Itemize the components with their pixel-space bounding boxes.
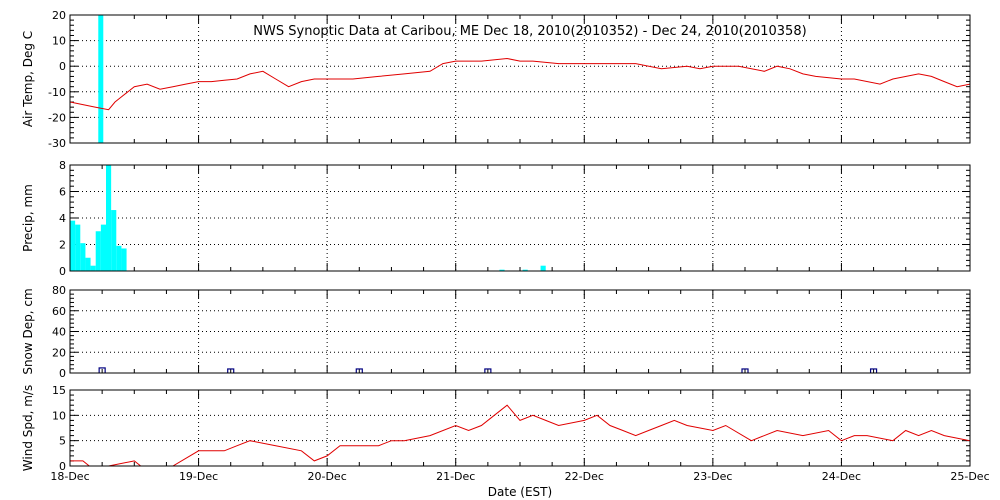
chart-panels: -30 -20 -10 0 10 20 Air Temp, Deg C 0 2 4 6 8 Precip… xyxy=(21,9,990,483)
chart-title: NWS Synoptic Data at Caribou, ME Dec 18,… xyxy=(253,24,806,39)
snow-depth-point xyxy=(355,368,363,373)
panel-frame xyxy=(69,164,971,272)
wind-speed-line xyxy=(70,404,970,466)
y-tick-label: 10 xyxy=(52,35,66,48)
y-tick-label: -30 xyxy=(48,137,66,150)
y-tick-label: 0 xyxy=(59,367,66,380)
y-tick-label: 0 xyxy=(59,265,66,278)
panel-frame xyxy=(69,289,971,374)
y-tick-label: 5 xyxy=(59,435,66,448)
y-tick-label: 80 xyxy=(52,284,66,297)
y-axis-title: Wind Spd, m/s xyxy=(21,385,35,471)
y-tick-label: 0 xyxy=(59,60,66,73)
precip-bar xyxy=(540,265,546,271)
snow-depth-point xyxy=(227,368,235,373)
precip-bar xyxy=(85,257,91,271)
precip-bar xyxy=(522,269,528,271)
precip-bar xyxy=(80,243,86,271)
precip-bar xyxy=(121,248,127,271)
x-tick-label: 23-Dec xyxy=(693,470,732,483)
precip-bar xyxy=(70,220,76,271)
precip-bar xyxy=(111,210,117,271)
air-temp-line xyxy=(70,57,970,111)
x-tick-label: 22-Dec xyxy=(565,470,604,483)
snow-depth-point xyxy=(741,368,749,373)
x-tick-label: 24-Dec xyxy=(822,470,861,483)
x-tick-label: 19-Dec xyxy=(179,470,218,483)
x-tick-label: 21-Dec xyxy=(436,470,475,483)
x-tick-label: 25-Dec xyxy=(950,470,989,483)
plot-area xyxy=(70,404,970,466)
precip-bar xyxy=(499,269,505,271)
precip-bar xyxy=(116,245,122,271)
x-tick-label: 20-Dec xyxy=(308,470,347,483)
y-tick-label: 6 xyxy=(59,186,66,199)
panel-precip: 0 2 4 6 8 Precip, mm xyxy=(21,159,971,278)
y-tick-label: 20 xyxy=(52,9,66,22)
snow-depth-point xyxy=(98,367,106,373)
snow-depth-point xyxy=(869,368,878,373)
y-axis-title: Snow Dep, cm xyxy=(21,288,35,374)
precip-bar xyxy=(106,165,112,271)
precip-bar xyxy=(75,224,81,271)
y-axis-title: Precip, mm xyxy=(21,184,35,252)
y-tick-label: 20 xyxy=(52,346,66,359)
x-axis-title: Date (EST) xyxy=(488,485,552,499)
plot-area xyxy=(98,367,878,373)
snow-depth-point xyxy=(484,368,492,373)
y-tick-label: 60 xyxy=(52,305,66,318)
y-tick-label: 4 xyxy=(59,212,66,225)
x-tick-label: 18-Dec xyxy=(50,470,89,483)
precip-bar xyxy=(100,224,106,271)
y-tick-label: -10 xyxy=(48,86,66,99)
panel-snow-depth: 0 20 40 60 80 Snow Dep, cm xyxy=(21,284,971,380)
panel-frame xyxy=(69,389,971,467)
y-tick-label: 2 xyxy=(59,239,66,252)
y-tick-label: -20 xyxy=(48,111,66,124)
precip-bar xyxy=(95,231,101,271)
plot-area xyxy=(70,165,546,271)
y-tick-label: 10 xyxy=(52,409,66,422)
y-tick-label: 0 xyxy=(59,460,66,473)
y-tick-label: 15 xyxy=(52,384,66,397)
panel-air-temp: -30 -20 -10 0 10 20 Air Temp, Deg C xyxy=(21,9,971,150)
y-tick-label: 40 xyxy=(52,326,66,339)
y-axis-title: Air Temp, Deg C xyxy=(21,31,35,127)
y-tick-label: 8 xyxy=(59,159,66,172)
panel-wind-speed: 0 5 10 15 Wind Spd, m/s xyxy=(21,384,971,473)
precip-bar xyxy=(90,265,96,271)
precip-overflow-bar xyxy=(98,15,104,143)
plot-area xyxy=(70,15,970,143)
panel-frame xyxy=(69,14,971,144)
